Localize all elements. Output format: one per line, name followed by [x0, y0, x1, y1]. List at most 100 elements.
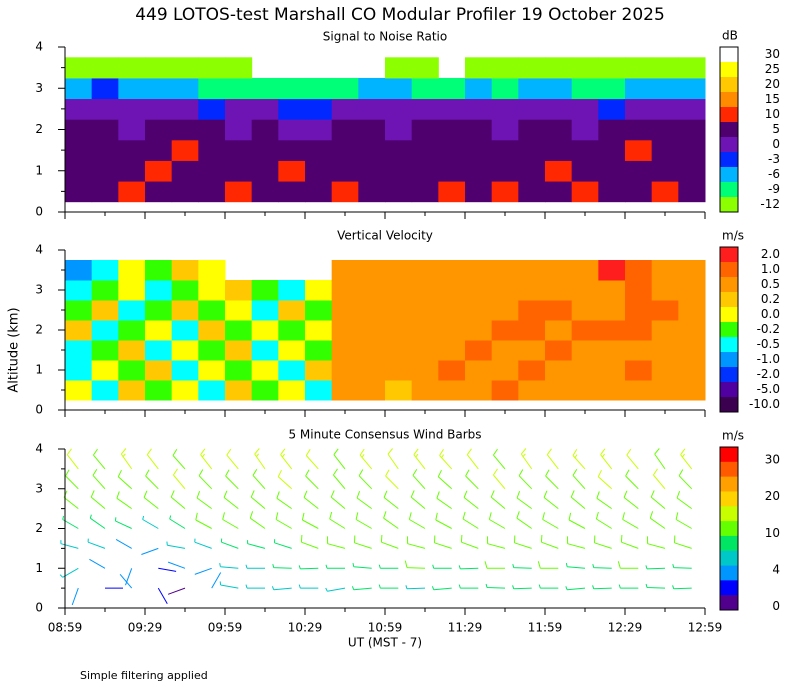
barb-stroke [432, 564, 452, 569]
wind-barb [146, 448, 159, 470]
heatmap-cell [491, 380, 519, 401]
heatmap-cell [305, 181, 333, 203]
heatmap-cell [278, 300, 306, 321]
barb-stroke [172, 449, 186, 470]
heatmap-cell [625, 77, 653, 100]
heatmap-cell [331, 160, 359, 182]
heatmap-cell [491, 181, 519, 203]
heatmap-cell [145, 57, 173, 79]
barb-stroke [492, 448, 506, 470]
barb-stroke [516, 511, 532, 529]
heatmap-cell [331, 139, 359, 161]
barb-stroke [565, 563, 586, 569]
heatmap-cell [411, 98, 439, 120]
heatmap-cell [65, 139, 93, 161]
barb-stroke [298, 584, 319, 589]
heatmap-cell [545, 380, 573, 401]
heatmap-cell [518, 380, 546, 401]
barb-stroke [520, 448, 533, 470]
wind-barb [543, 490, 559, 509]
colorbar-label: 4 [772, 563, 780, 577]
heatmap-cell [651, 300, 679, 321]
heatmap-cell [625, 139, 653, 161]
barb-stroke [404, 560, 426, 569]
wind-barb [298, 565, 319, 570]
barb-stroke [71, 587, 79, 606]
heatmap-cell [625, 57, 653, 79]
heatmap-cell [465, 280, 493, 301]
heatmap-cell [91, 181, 119, 203]
heatmap-cell [385, 260, 413, 281]
wind-barb [597, 469, 613, 490]
colorbar-swatch [720, 550, 738, 566]
wind-barb [387, 448, 399, 470]
wind-barb [567, 536, 586, 549]
heatmap-cell [198, 98, 226, 120]
wind-barb [378, 564, 399, 569]
wind-barb [65, 469, 79, 490]
wind-barb [675, 512, 692, 529]
heatmap-cell [385, 77, 413, 100]
wind-barb [166, 541, 186, 549]
barb-stroke [645, 565, 666, 570]
wind-barb [359, 448, 373, 470]
heatmap-cell [598, 98, 626, 120]
barb-stroke [89, 514, 106, 529]
barb-stroke [325, 587, 346, 592]
wind-barb [512, 563, 532, 569]
barb-stroke [222, 512, 239, 529]
barb-stroke [512, 563, 532, 569]
barb-stroke [157, 587, 168, 604]
wind-barb [680, 448, 693, 470]
heatmap-cell [118, 139, 146, 161]
wind-barb [463, 490, 479, 509]
barb-stroke [167, 561, 186, 569]
heatmap-cell [598, 340, 626, 361]
barb-stroke [645, 583, 666, 589]
barb-stroke [92, 448, 106, 470]
wind-barb [540, 534, 559, 549]
heatmap-cell [251, 280, 279, 301]
heatmap-cell [491, 260, 519, 281]
heatmap-cell [465, 57, 493, 79]
wind-barb [674, 535, 692, 549]
wind-barb [125, 568, 133, 586]
wind-barb [618, 584, 639, 589]
heatmap-cell [305, 119, 333, 141]
heatmap-cell [305, 380, 333, 401]
heatmap-cell [518, 181, 546, 203]
heatmap-cell [305, 340, 333, 361]
colorbar-frame [719, 46, 739, 213]
barb-stroke [245, 564, 265, 569]
barb-stroke [568, 512, 586, 529]
heatmap-cell [545, 57, 573, 79]
heatmap-cell [145, 320, 173, 341]
barb-stroke [617, 561, 639, 569]
heatmap-cell [625, 98, 653, 120]
wind-barb [434, 535, 452, 549]
wind-barb [650, 490, 666, 509]
y-tick-label: 2 [35, 521, 43, 535]
heatmap-cell [598, 280, 626, 301]
heatmap-cell [545, 300, 573, 321]
heatmap-cell [598, 181, 626, 203]
barb-stroke [652, 468, 666, 490]
heatmap-cell [251, 139, 279, 161]
heatmap-cell [278, 160, 306, 182]
heatmap-cell [385, 300, 413, 321]
colorbar-swatch [720, 565, 738, 581]
heatmap-cell [65, 160, 93, 182]
barb-stroke [249, 511, 266, 529]
wind-barb [410, 490, 426, 509]
y-tick-label: 4 [35, 442, 43, 456]
barb-stroke [492, 468, 506, 490]
barb-stroke [412, 468, 426, 490]
heatmap-cell [411, 119, 439, 141]
barb-stroke [90, 490, 106, 509]
heatmap-cell [571, 160, 599, 182]
heatmap-cell [225, 340, 253, 361]
wind-barb [652, 468, 666, 490]
y-axis-label: Altitude (km) [7, 307, 22, 392]
heatmap-cell [411, 340, 439, 361]
heatmap-cell [518, 139, 546, 161]
